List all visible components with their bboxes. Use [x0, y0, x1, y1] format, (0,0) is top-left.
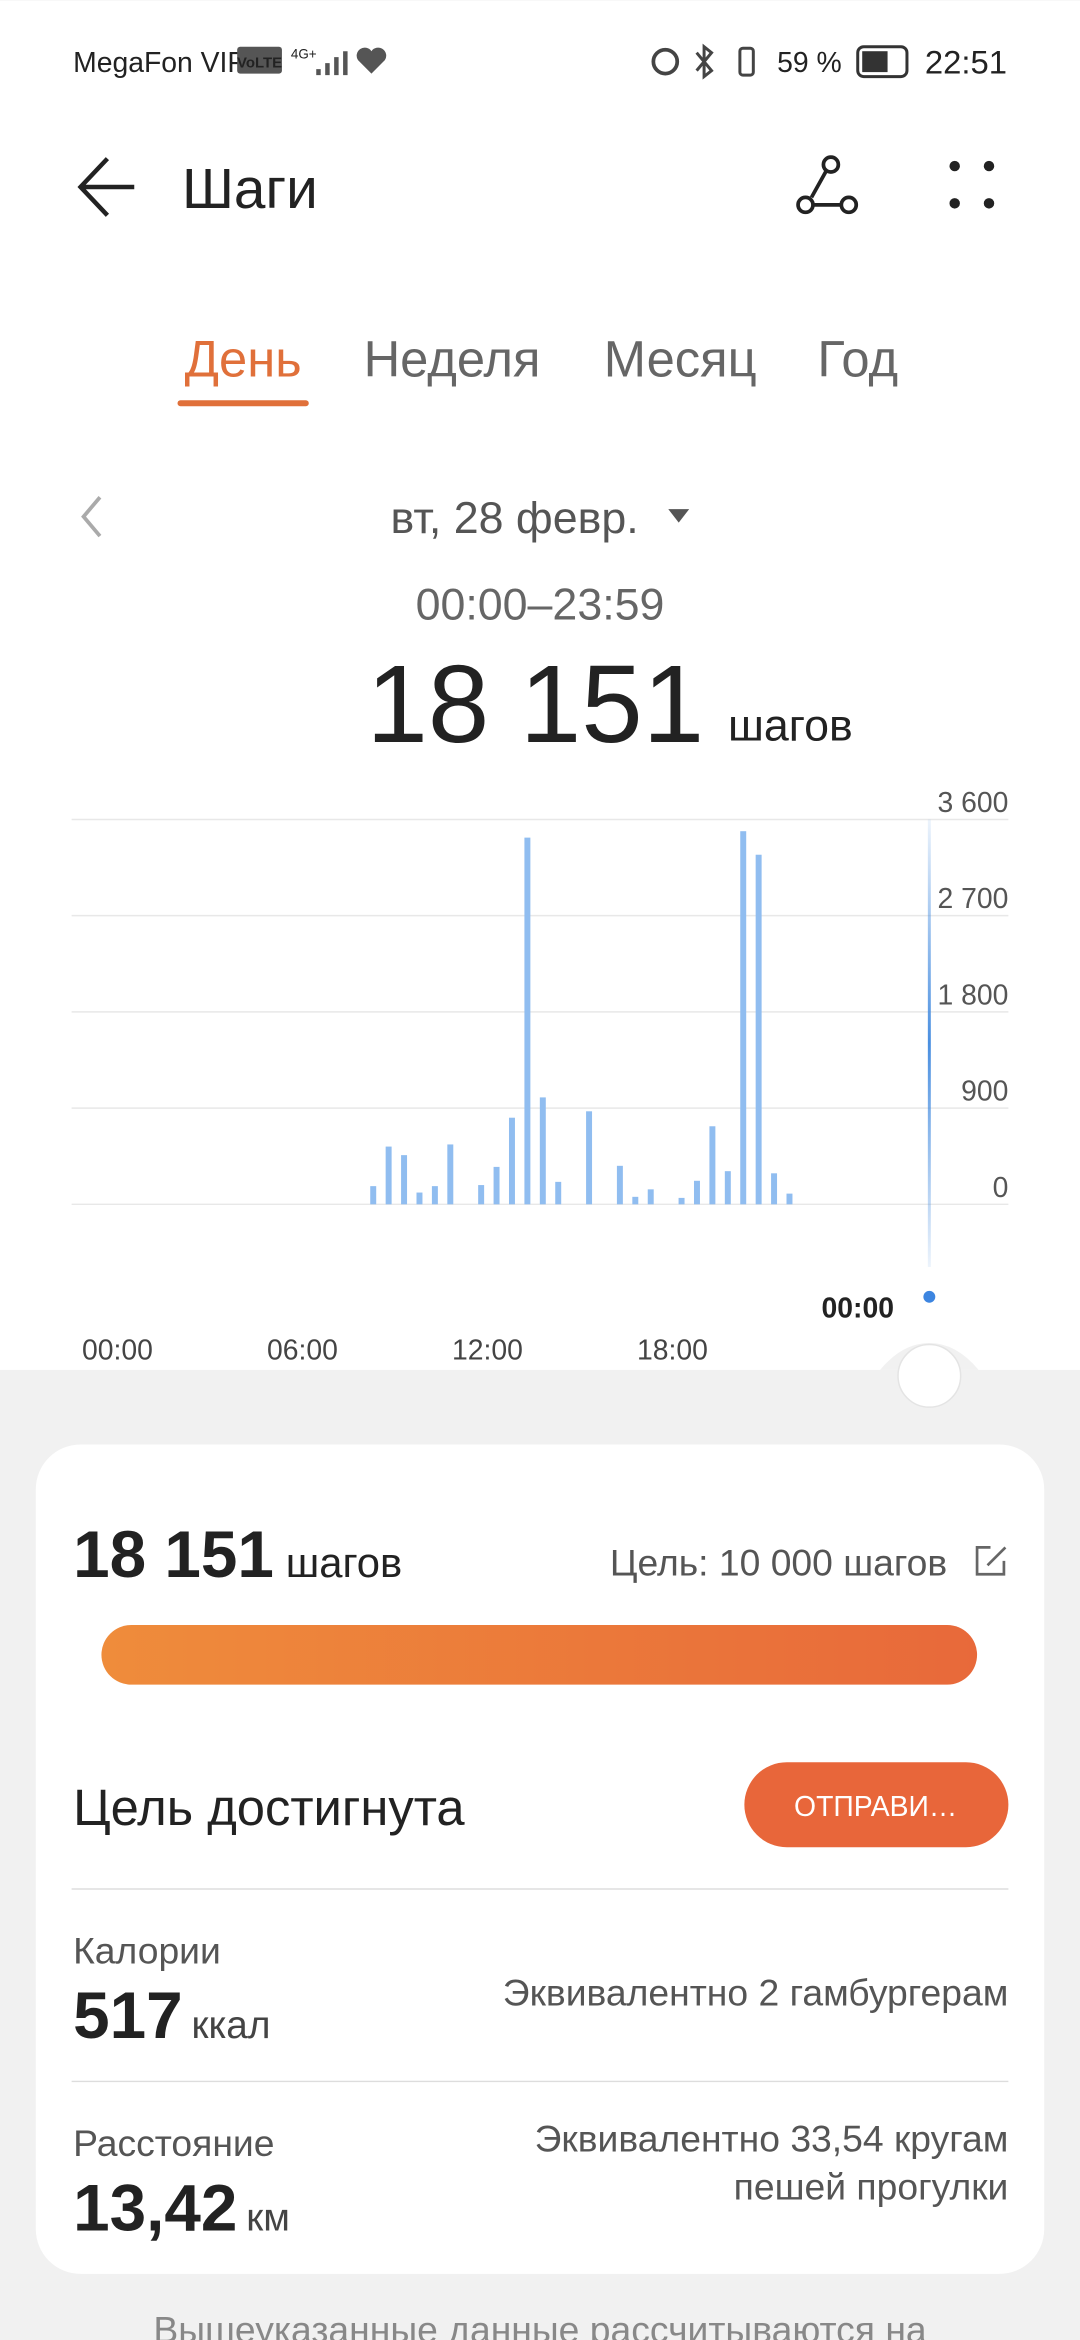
- bar: [786, 1193, 793, 1205]
- selection-label: 00:00: [822, 1293, 894, 1325]
- network: 4G+: [291, 47, 317, 62]
- bar: [401, 1155, 408, 1205]
- y-tick-label: 3 600: [938, 787, 1009, 819]
- x-tick-label: 12:00: [452, 1334, 523, 1366]
- stat-number: 13,42: [73, 2172, 237, 2245]
- bar: [586, 1111, 593, 1205]
- stat-unit: ккал: [192, 2004, 271, 2047]
- health-icon: [356, 47, 387, 74]
- tab-indicator: [177, 400, 309, 407]
- bar: [493, 1166, 500, 1205]
- battery-level: [862, 51, 888, 73]
- bar: [678, 1197, 685, 1205]
- tab[interactable]: Неделя: [364, 330, 541, 387]
- edit-goal[interactable]: [975, 1546, 1007, 1576]
- carrier: MegaFon VIP: [73, 47, 246, 79]
- bar: [385, 1146, 392, 1205]
- bar: [647, 1189, 654, 1205]
- x-tick-label: 18:00: [637, 1334, 708, 1366]
- signal-icon: [316, 51, 348, 76]
- bar: [709, 1126, 716, 1205]
- stat-note: Эквивалентно 33,54 кругам: [535, 2118, 1009, 2160]
- bar: [447, 1144, 454, 1205]
- stat-value: 13,42 км: [73, 2172, 290, 2245]
- bar: [771, 1173, 778, 1205]
- bar: [524, 837, 531, 1205]
- menu-button[interactable]: [949, 160, 995, 209]
- bar: [370, 1186, 377, 1205]
- bar: [416, 1192, 423, 1205]
- bar: [616, 1165, 623, 1205]
- stat-number: 517: [73, 1979, 183, 2052]
- tabs: День Неделя Месяц Год: [177, 330, 898, 407]
- page-title: Шаги: [182, 158, 318, 221]
- bluetooth-icon: [695, 43, 714, 80]
- goal: Цель: 10 000 шагов: [610, 1542, 947, 1584]
- stat-label: Калории: [73, 1930, 221, 1972]
- steps-unit: шагов: [286, 1539, 402, 1586]
- y-tick-label: 1 800: [938, 979, 1009, 1011]
- stat-note: пешей прогулки: [734, 2165, 1009, 2207]
- footer-note: Вышеуказанные данные рассчитываются на: [153, 2308, 927, 2340]
- prev-day[interactable]: [81, 496, 102, 538]
- battery: 59 %: [777, 47, 842, 79]
- bar: [555, 1181, 562, 1205]
- y-tick-label: 900: [961, 1076, 1008, 1108]
- steps-value: 18 151: [73, 1518, 274, 1591]
- goal-status: Цель достигнута: [73, 1779, 465, 1836]
- alarm-icon: [651, 47, 680, 76]
- selection-line: [927, 819, 931, 1267]
- status-bar: MegaFon VIP VoLTE 4G+ 59 % 22:51: [73, 44, 1007, 81]
- share-button[interactable]: [796, 155, 859, 215]
- send-button[interactable]: [744, 1762, 1009, 1848]
- y-tick-label: 0: [993, 1172, 1009, 1204]
- date-dropdown[interactable]: [668, 509, 690, 523]
- bar: [478, 1185, 485, 1205]
- bar: [508, 1117, 515, 1205]
- bar: [693, 1180, 700, 1205]
- total-unit: шагов: [728, 700, 853, 750]
- progress-bar: [101, 1624, 978, 1685]
- send-button-label[interactable]: ОТПРАВИ…: [794, 1791, 957, 1823]
- summary-steps: 18 151 шагов: [73, 1518, 402, 1591]
- bar: [724, 1171, 731, 1205]
- selection-dot: [923, 1290, 936, 1303]
- tab[interactable]: Месяц: [604, 330, 757, 387]
- tab[interactable]: Год: [817, 330, 898, 387]
- slider-handle[interactable]: [897, 1343, 962, 1408]
- chart: 0 900 1 800 2 700 3 600 00:00 06:00 12:00 18:00 0…: [71, 787, 1009, 1366]
- total-steps: 18 151: [366, 643, 704, 766]
- bar: [431, 1186, 438, 1205]
- stat-label: Расстояние: [73, 2122, 274, 2164]
- clock: 22:51: [925, 44, 1007, 81]
- stat-value: 517 ккал: [73, 1979, 270, 2052]
- battery-icon: [856, 45, 909, 79]
- date[interactable]: вт, 28 февр.: [391, 493, 639, 543]
- x-tick-label: 00:00: [82, 1334, 153, 1366]
- x-tick-label: 06:00: [267, 1334, 338, 1366]
- tab-active[interactable]: День: [185, 330, 302, 387]
- back-button[interactable]: [77, 157, 135, 217]
- time-range: 00:00–23:59: [416, 580, 665, 630]
- stat-note: Эквивалентно 2 гамбургерам: [503, 1971, 1009, 2013]
- volte: VoLTE: [237, 56, 282, 72]
- stat-unit: км: [246, 2197, 290, 2240]
- bar: [755, 854, 762, 1205]
- bar: [539, 1097, 546, 1205]
- vibrate-icon: [738, 46, 755, 77]
- volte-badge: [237, 46, 282, 74]
- bar: [740, 831, 747, 1205]
- bar: [632, 1196, 639, 1205]
- y-tick-label: 2 700: [938, 883, 1009, 915]
